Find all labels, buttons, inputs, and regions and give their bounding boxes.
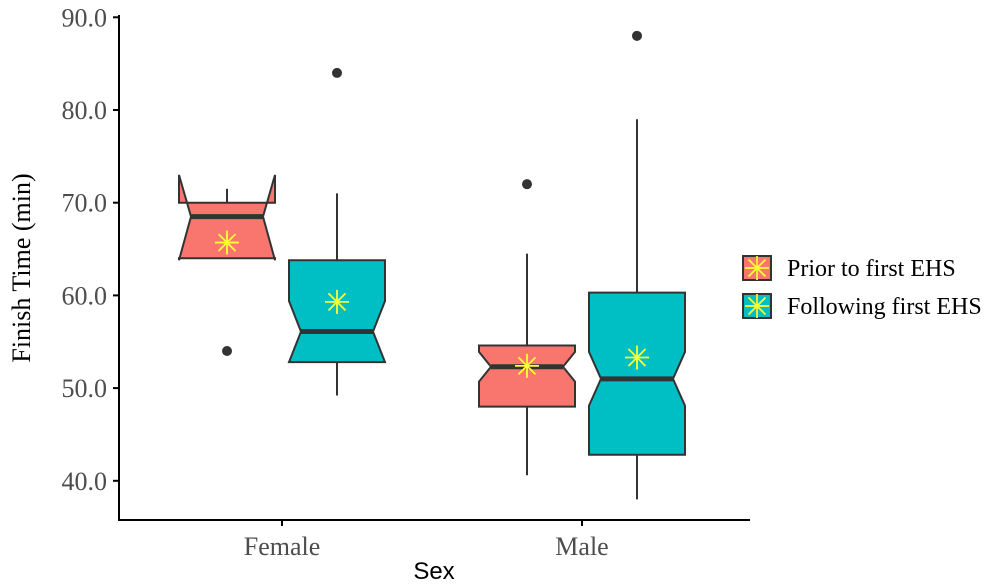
mean-marker-stroke	[327, 292, 347, 312]
legend-mean-marker	[745, 256, 769, 280]
mean-marker-stroke	[747, 258, 767, 278]
mean-marker-stroke	[217, 233, 237, 252]
outlier-point	[522, 179, 532, 190]
outlier-point	[222, 346, 232, 357]
legend-label: Following first EHS	[787, 294, 982, 320]
mean-marker-stroke	[747, 296, 767, 316]
x-axis: Female Male	[118, 519, 750, 561]
outlier-point	[632, 30, 642, 41]
box-following-first-ehs-female	[287, 67, 387, 396]
x-axis-title: Sex	[413, 558, 454, 585]
y-axis-title: Finish Time (min)	[7, 173, 36, 362]
y-axis: 40.0 50.0 60.0 70.0 80.0 90.0	[62, 3, 120, 520]
mean-marker	[215, 230, 239, 255]
outlier-point	[332, 67, 342, 78]
mean-marker	[625, 345, 649, 370]
y-tick-label: 90.0	[62, 3, 108, 32]
legend: Prior to first EHS Following first EHS	[742, 255, 982, 320]
legend-key	[742, 255, 772, 281]
y-ticks: 40.0 50.0 60.0 70.0 80.0 90.0	[62, 3, 119, 496]
box-prior-to-first-ehs-male	[478, 179, 576, 476]
notched-box	[588, 291, 686, 456]
mean-marker-stroke	[517, 356, 537, 375]
y-tick-label: 40.0	[62, 467, 108, 496]
plot-area	[178, 30, 686, 500]
box-following-first-ehs-male	[588, 30, 686, 500]
x-tick-label: Female	[244, 532, 321, 561]
mean-marker	[325, 289, 349, 314]
box-prior-to-first-ehs-female	[178, 174, 276, 357]
y-tick-label: 80.0	[62, 96, 108, 125]
mean-marker	[515, 353, 539, 378]
x-tick-label: Male	[555, 532, 608, 561]
y-tick-label: 70.0	[62, 189, 108, 218]
y-tick-label: 50.0	[62, 374, 108, 403]
y-tick-label: 60.0	[62, 281, 108, 310]
legend-label: Prior to first EHS	[787, 256, 956, 282]
legend-key	[742, 293, 772, 319]
x-ticks: Female Male	[244, 520, 609, 561]
mean-marker-stroke	[627, 348, 647, 367]
legend-mean-marker	[745, 294, 769, 318]
